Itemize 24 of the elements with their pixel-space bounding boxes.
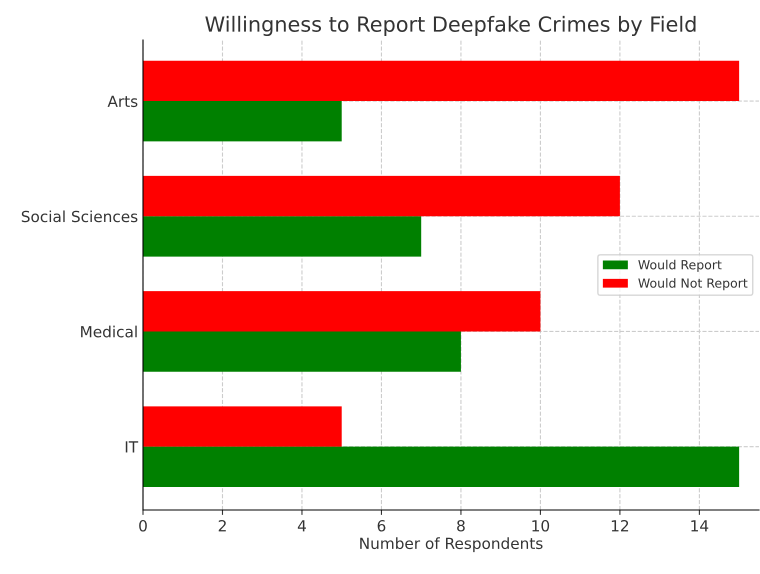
bar — [143, 60, 740, 102]
x-tick-label: 0 — [139, 520, 147, 532]
x-tick-label: 10 — [532, 520, 550, 532]
bar — [143, 446, 740, 487]
bar — [143, 406, 342, 447]
bar — [143, 291, 540, 332]
y-tick-label: Arts — [108, 96, 138, 108]
y-tick-label: IT — [126, 441, 138, 452]
y-tick-label: Social Sciences — [22, 210, 138, 222]
x-tick-label: 4 — [298, 520, 306, 532]
bar — [143, 176, 620, 216]
bar — [143, 331, 461, 372]
x-tick-label: 14 — [691, 520, 708, 532]
x-tick-label: 6 — [378, 520, 386, 532]
y-tick-label: Medical — [81, 326, 137, 338]
x-axis-title: Number of Respondents — [360, 537, 543, 552]
legend-label: Would Not Report — [638, 278, 748, 290]
x-tick-label: 2 — [218, 520, 226, 532]
chart-title: Willingness to Report Deepfake Crimes by Field — [205, 16, 696, 36]
x-tick-label: 12 — [612, 520, 628, 532]
x-tick-label: 8 — [457, 520, 465, 532]
bar — [143, 101, 342, 142]
bar — [143, 216, 422, 257]
legend-label: Would Report — [638, 260, 722, 272]
